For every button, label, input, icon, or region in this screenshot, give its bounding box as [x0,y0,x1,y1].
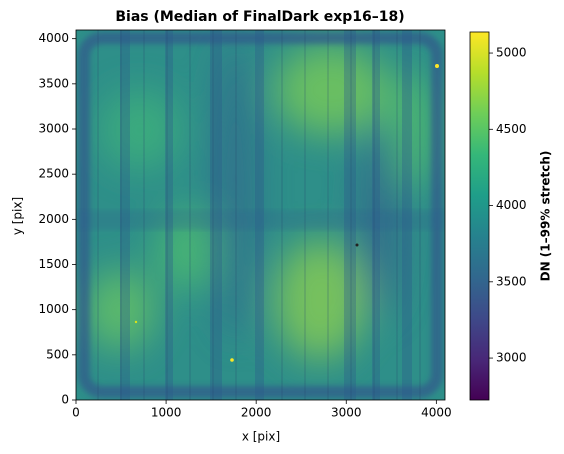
colorbar-tick-label: 3000 [496,351,527,365]
y-axis-label: y [pix] [11,197,25,235]
y-tick-label: 3000 [38,122,69,136]
y-tick-label: 2000 [38,212,69,226]
x-tick-label: 0 [72,406,80,420]
x-axis-label: x [pix] [242,430,280,444]
colorbar-tick-label: 4000 [496,198,527,212]
x-tick-label: 1000 [151,406,182,420]
y-tick-label: 0 [61,393,69,407]
colorbar-tick-label: 3500 [496,274,527,288]
y-tick-label: 500 [46,347,69,361]
colorbar-label: DN (1–99% stretch) [539,151,553,282]
x-tick-label: 4000 [421,406,452,420]
colorbar [469,31,490,401]
y-tick-label: 1500 [38,257,69,271]
y-tick-label: 3500 [38,76,69,90]
chart-title: Bias (Median of FinalDark exp16–18) [115,9,404,25]
colorbar-tick-label: 5000 [496,46,527,60]
y-tick-label: 2500 [38,167,69,181]
axes-frame [75,29,446,401]
y-tick-label: 1000 [38,302,69,316]
y-tick-label: 4000 [38,31,69,45]
x-tick-label: 3000 [331,406,362,420]
x-tick-label: 2000 [241,406,272,420]
image [76,30,445,400]
colorbar-tick-label: 4500 [496,122,527,136]
